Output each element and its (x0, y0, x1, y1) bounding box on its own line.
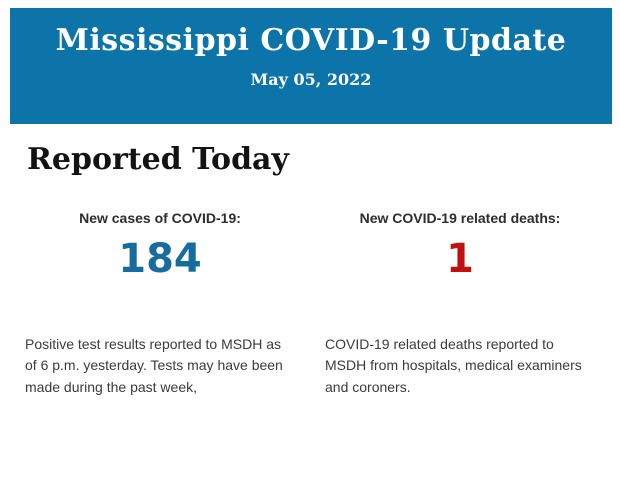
section-title: Reported Today (27, 142, 289, 177)
new-cases-label: New cases of COVID-19: (79, 209, 241, 226)
new-deaths-label: New COVID-19 related deaths: (359, 209, 561, 226)
stat-new-deaths: New COVID-19 related deaths: 1 COVID-19 … (325, 210, 595, 399)
stat-new-cases: New cases of COVID-19: 184 Positive test… (25, 210, 295, 399)
page-title: Mississippi COVID-19 Update (55, 23, 567, 58)
stats-row: New cases of COVID-19: 184 Positive test… (25, 210, 595, 399)
main-content: Reported Today New cases of COVID-19: 18… (0, 142, 620, 399)
header-date: May 05, 2022 (250, 70, 372, 89)
new-deaths-description: COVID-19 related deaths reported to MSDH… (325, 335, 582, 395)
new-cases-value: 184 (118, 235, 202, 282)
header-banner: Mississippi COVID-19 Update May 05, 2022 (10, 8, 612, 124)
new-cases-description: Positive test results reported to MSDH a… (25, 335, 283, 395)
new-deaths-value: 1 (446, 235, 474, 282)
